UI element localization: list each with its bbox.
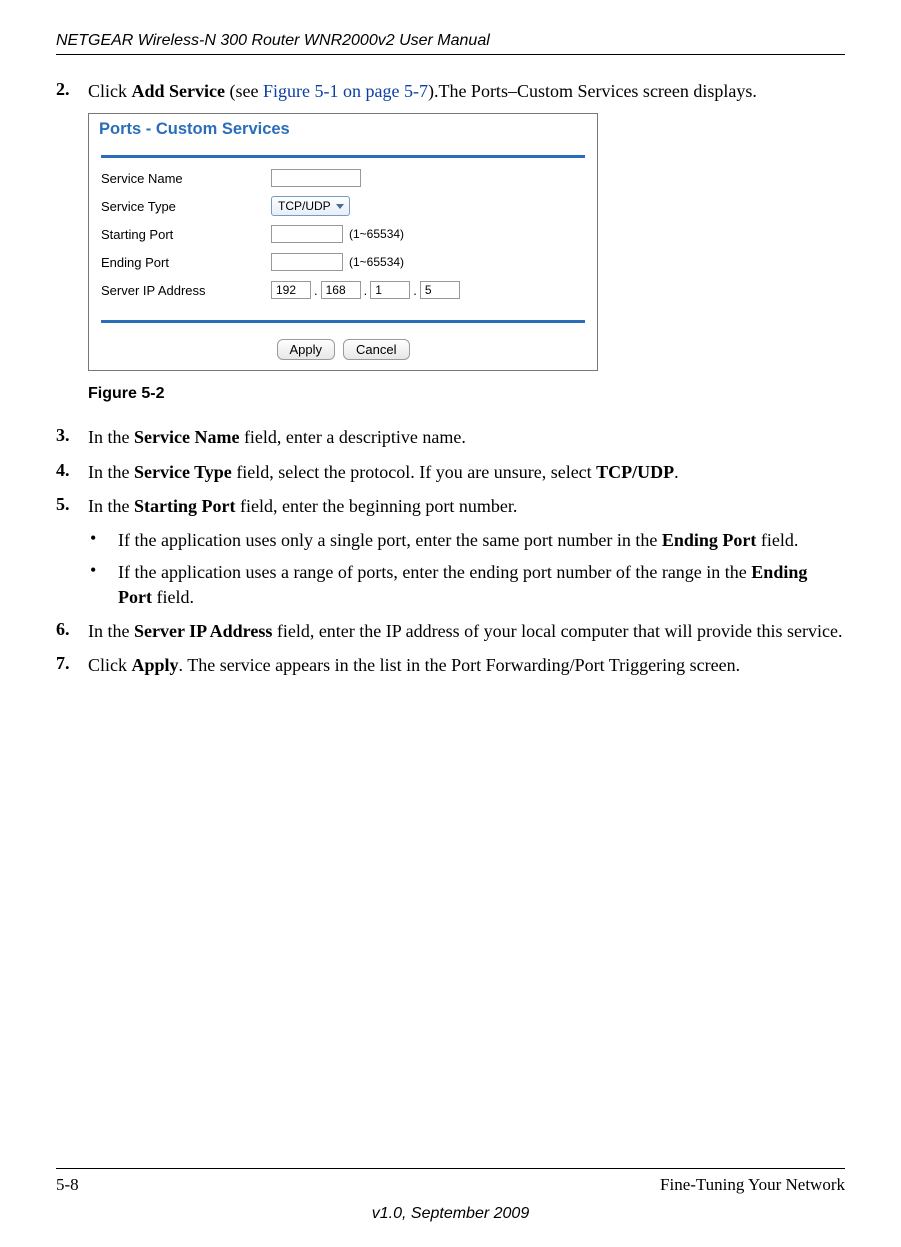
footer-page-number: 5-8 [56,1175,79,1195]
header-rule [56,54,845,55]
apply-button[interactable]: Apply [277,339,336,360]
step-4: 4. In the Service Type field, select the… [56,460,845,484]
ip-octet-1-input[interactable]: 192 [271,281,311,299]
bold-text: Service Type [134,462,232,482]
text: . The service appears in the list in the… [179,655,741,675]
row-service-name: Service Name [101,166,585,190]
step-number: 4. [56,460,88,484]
ending-port-hint: (1~65534) [349,255,404,269]
bold-text: Add Service [132,81,226,101]
text: In the [88,496,134,516]
footer-section-title: Fine-Tuning Your Network [660,1175,845,1195]
panel-rule-bottom [101,320,585,323]
bullet-text: If the application uses only a single po… [118,528,798,552]
ip-octet-3-input[interactable]: 1 [370,281,410,299]
step-text: Click Add Service (see Figure 5-1 on pag… [88,79,757,103]
row-starting-port: Starting Port (1~65534) [101,222,585,246]
bullet-text: If the application uses a range of ports… [118,560,845,609]
row-ending-port: Ending Port (1~65534) [101,250,585,274]
text: ).The Ports–Custom Services screen displ… [428,81,757,101]
label-server-ip: Server IP Address [101,283,271,298]
step-number: 3. [56,425,88,449]
bullet-1: • If the application uses only a single … [56,528,845,552]
step-6: 6. In the Server IP Address field, enter… [56,619,845,643]
service-type-select[interactable]: TCP/UDP [271,196,350,216]
step-text: Click Apply. The service appears in the … [88,653,740,677]
bold-text: TCP/UDP [596,462,674,482]
panel-title: Ports - Custom Services [89,114,597,145]
step-text: In the Service Name field, enter a descr… [88,425,466,449]
row-service-type: Service Type TCP/UDP [101,194,585,218]
row-server-ip: Server IP Address 192. 168. 1. 5 [101,278,585,302]
starting-port-hint: (1~65534) [349,227,404,241]
step-2: 2. Click Add Service (see Figure 5-1 on … [56,79,845,103]
page: NETGEAR Wireless-N 300 Router WNR2000v2 … [0,0,901,1247]
ip-dot: . [364,283,368,298]
ip-octet-4-input[interactable]: 5 [420,281,460,299]
text: field, enter a descriptive name. [239,427,465,447]
cancel-button[interactable]: Cancel [343,339,409,360]
step-5: 5. In the Starting Port field, enter the… [56,494,845,518]
step-7: 7. Click Apply. The service appears in t… [56,653,845,677]
step-number: 2. [56,79,88,103]
text: Click [88,81,132,101]
service-name-input[interactable] [271,169,361,187]
bold-text: Service Name [134,427,239,447]
running-header: NETGEAR Wireless-N 300 Router WNR2000v2 … [56,32,845,50]
footer-row: 5-8 Fine-Tuning Your Network [56,1175,845,1195]
panel-rule-top [101,155,585,158]
text: field, enter the beginning port number. [235,496,517,516]
bullet-marker: • [56,560,118,609]
bold-text: Server IP Address [134,621,272,641]
service-type-value: TCP/UDP [278,199,331,213]
text: field, enter the IP address of your loca… [272,621,842,641]
step-text: In the Service Type field, select the pr… [88,460,679,484]
footer-rule [56,1168,845,1169]
label-service-type: Service Type [101,199,271,214]
text: If the application uses a range of ports… [118,562,751,582]
step-number: 5. [56,494,88,518]
text: . [674,462,679,482]
ip-octet-2-input[interactable]: 168 [321,281,361,299]
text: field, select the protocol. If you are u… [232,462,596,482]
label-service-name: Service Name [101,171,271,186]
panel-buttons: Apply Cancel [89,331,597,370]
step-text: In the Starting Port field, enter the be… [88,494,517,518]
label-starting-port: Starting Port [101,227,271,242]
starting-port-input[interactable] [271,225,343,243]
ip-dot: . [413,283,417,298]
text: In the [88,427,134,447]
text: (see [225,81,263,101]
step-5-bullets: • If the application uses only a single … [56,528,845,609]
step-3: 3. In the Service Name field, enter a de… [56,425,845,449]
bold-text: Starting Port [134,496,235,516]
text: Click [88,655,132,675]
figure-link[interactable]: Figure 5-1 on page 5-7 [263,81,428,101]
bold-text: Apply [132,655,179,675]
text: field. [756,530,798,550]
step-number: 7. [56,653,88,677]
label-ending-port: Ending Port [101,255,271,270]
step-number: 6. [56,619,88,643]
footer-version: v1.0, September 2009 [0,1205,901,1223]
panel-form: Service Name Service Type TCP/UDP Starti… [89,166,597,310]
ending-port-input[interactable] [271,253,343,271]
bold-text: Ending Port [662,530,757,550]
text: In the [88,462,134,482]
server-ip-group: 192. 168. 1. 5 [271,281,460,299]
ip-dot: . [314,283,318,298]
figure-caption: Figure 5-2 [88,385,845,403]
text: field. [152,587,194,607]
bullet-2: • If the application uses a range of por… [56,560,845,609]
bullet-marker: • [56,528,118,552]
text: In the [88,621,134,641]
ports-custom-services-screenshot: Ports - Custom Services Service Name Ser… [88,113,598,371]
text: If the application uses only a single po… [118,530,662,550]
step-text: In the Server IP Address field, enter th… [88,619,843,643]
